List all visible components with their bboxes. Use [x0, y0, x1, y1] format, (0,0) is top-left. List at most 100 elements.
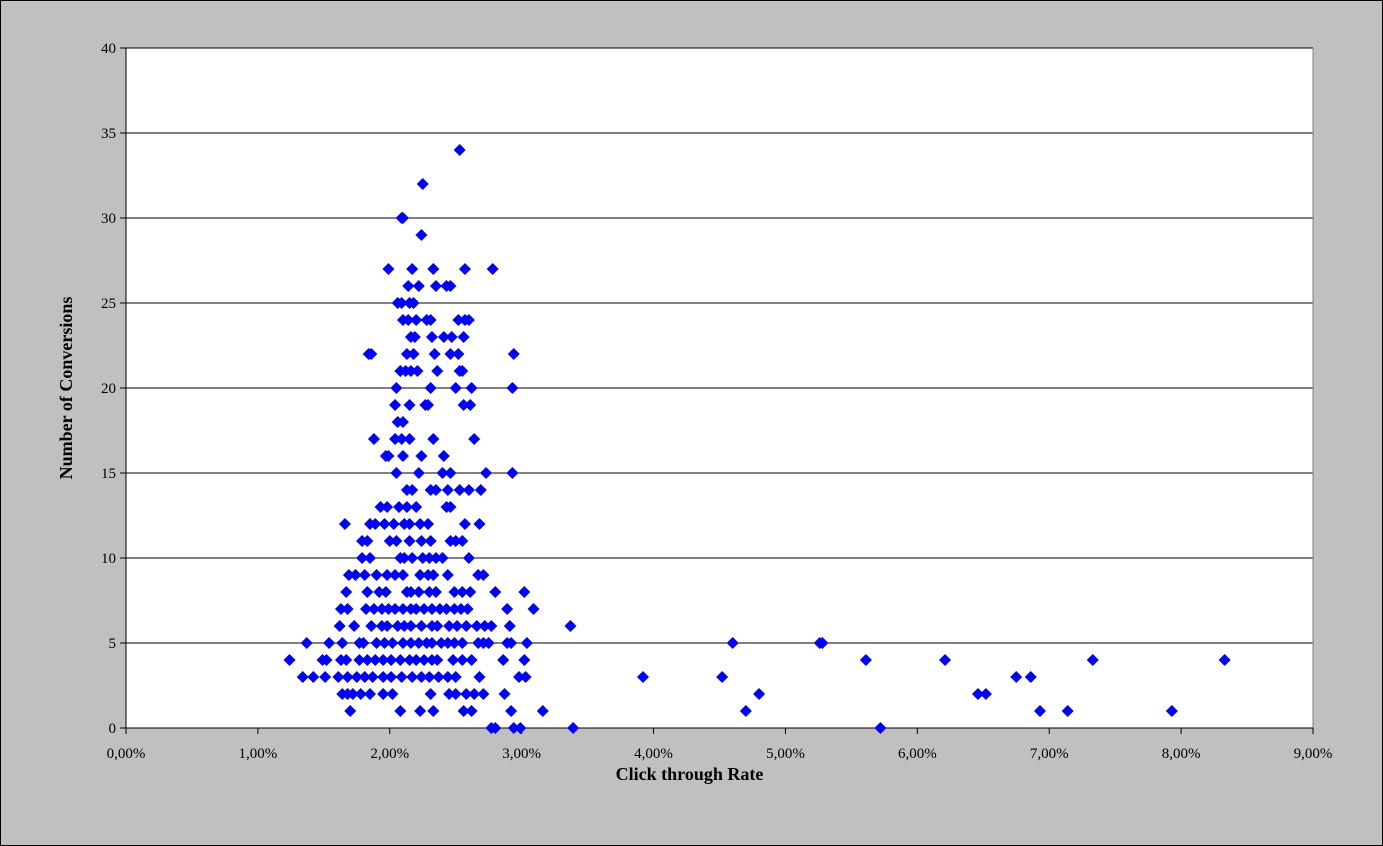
data-point [564, 620, 577, 632]
data-point [979, 688, 992, 700]
data-point [369, 654, 382, 666]
data-point [473, 671, 486, 683]
data-point [440, 603, 453, 615]
data-point [342, 569, 355, 581]
data-point [453, 144, 466, 156]
data-point [390, 535, 403, 547]
data-point [433, 603, 446, 615]
y-tick-label: 0 [109, 721, 117, 737]
data-point [474, 484, 487, 496]
data-point [385, 654, 398, 666]
x-axis-tick-labels: 0,00% 1,00% 2,00% 3,00% 4,00% 5,00% 6,00% 7,00%… [107, 746, 1333, 762]
data-point [374, 501, 387, 513]
data-point [427, 263, 440, 275]
data-point [480, 467, 493, 479]
data-point [465, 382, 478, 394]
data-point [412, 467, 425, 479]
data-point [726, 637, 739, 649]
data-point [431, 620, 444, 632]
data-point [428, 348, 441, 360]
data-point [361, 535, 374, 547]
x-tick-label: 8,00% [1162, 746, 1201, 762]
data-point [441, 484, 454, 496]
data-point [448, 603, 461, 615]
data-point [415, 229, 428, 241]
data-point [449, 382, 462, 394]
data-point [859, 654, 872, 666]
x-tick-label: 9,00% [1294, 746, 1333, 762]
data-point [816, 637, 829, 649]
data-point [1086, 654, 1099, 666]
data-point [415, 671, 428, 683]
y-tick-label: 40 [101, 41, 116, 57]
data-point [296, 671, 309, 683]
data-point [739, 705, 752, 717]
data-point [358, 569, 371, 581]
data-point [939, 654, 952, 666]
data-point [462, 484, 475, 496]
axes [120, 47, 1314, 734]
data-point [348, 620, 361, 632]
y-tick-label: 15 [101, 466, 116, 482]
data-point [444, 501, 457, 513]
data-point [424, 382, 437, 394]
data-point [441, 671, 454, 683]
data-point [422, 399, 435, 411]
data-point [395, 297, 408, 309]
data-point [448, 637, 461, 649]
data-point [506, 467, 519, 479]
data-point [379, 586, 392, 598]
x-axis-title: Click through Rate [616, 764, 764, 784]
data-point [410, 314, 423, 326]
data-point [407, 297, 420, 309]
data-point [350, 671, 363, 683]
data-point [415, 535, 428, 547]
data-point [478, 620, 491, 632]
data-point [396, 450, 409, 462]
data-point [448, 586, 461, 598]
data-point [456, 637, 469, 649]
data-point [507, 722, 520, 734]
data-points [283, 144, 1231, 734]
data-point [396, 569, 409, 581]
data-point [356, 552, 369, 564]
data-point [437, 450, 450, 462]
y-tick-label: 10 [101, 551, 116, 567]
data-point [398, 620, 411, 632]
data-point [416, 178, 429, 190]
data-point [457, 331, 470, 343]
y-tick-label: 25 [101, 296, 116, 312]
data-point [336, 637, 349, 649]
data-point [458, 263, 471, 275]
data-point [363, 552, 376, 564]
data-point [406, 484, 419, 496]
y-tick-label: 20 [101, 381, 116, 397]
data-point [424, 688, 437, 700]
data-point [412, 586, 425, 598]
x-tick-label: 1,00% [239, 746, 278, 762]
data-point [453, 484, 466, 496]
data-point [431, 365, 444, 377]
data-point [489, 722, 502, 734]
data-point [412, 637, 425, 649]
data-point [403, 654, 416, 666]
data-point [460, 688, 473, 700]
x-tick-label: 0,00% [107, 746, 146, 762]
data-point [482, 637, 495, 649]
data-point [383, 535, 396, 547]
data-point [344, 705, 357, 717]
data-point [358, 671, 371, 683]
data-point [361, 654, 374, 666]
data-point [407, 348, 420, 360]
data-point [432, 671, 445, 683]
data-point [391, 620, 404, 632]
data-point [449, 535, 462, 547]
data-point [418, 603, 431, 615]
data-point [323, 637, 336, 649]
data-point [387, 518, 400, 530]
data-point [346, 688, 359, 700]
data-point [456, 535, 469, 547]
data-point [396, 603, 409, 615]
data-point [406, 671, 419, 683]
data-point [377, 654, 390, 666]
